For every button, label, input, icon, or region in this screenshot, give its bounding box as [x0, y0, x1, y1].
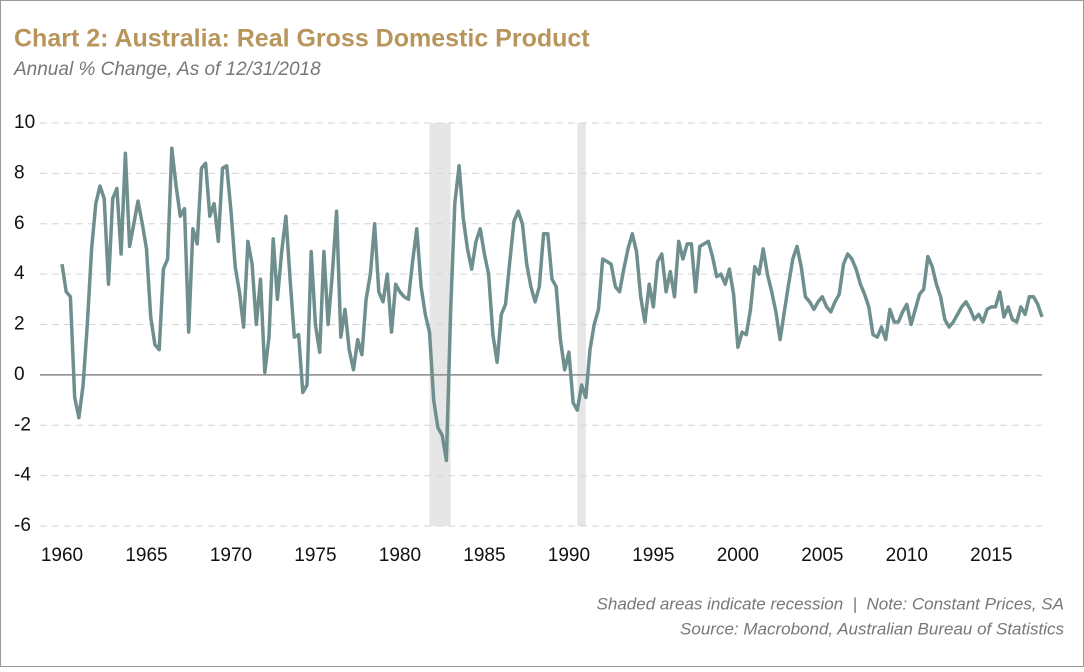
- y-tick-label: -2: [14, 414, 31, 435]
- y-tick-label: -6: [14, 515, 31, 536]
- source-note: Source: Macrobond, Australian Bureau of …: [680, 619, 1064, 638]
- x-tick-label: 1995: [632, 545, 674, 566]
- y-tick-label: 8: [14, 162, 25, 183]
- x-tick-label: 1965: [125, 545, 167, 566]
- x-tick-label: 1970: [210, 545, 252, 566]
- y-tick-label: 0: [14, 364, 25, 385]
- x-tick-label: 2000: [717, 545, 759, 566]
- x-tick-label: 1975: [294, 545, 336, 566]
- x-tick-label: 1960: [41, 545, 83, 566]
- x-tick-label: 2005: [801, 545, 843, 566]
- y-tick-label: 6: [14, 213, 25, 234]
- y-tick-label: 4: [14, 263, 25, 284]
- x-tick-label: 1985: [463, 545, 505, 566]
- gdp-line: [60, 146, 1044, 463]
- chart-subtitle: Annual % Change, As of 12/31/2018: [13, 59, 321, 80]
- y-tick-label: -4: [14, 465, 31, 486]
- note: Shaded areas indicate recession | Note: …: [597, 594, 1064, 613]
- y-tick-label: 2: [14, 314, 25, 335]
- x-tick-label: 2015: [970, 545, 1012, 566]
- chart-title: Chart 2: Australia: Real Gross Domestic …: [14, 25, 590, 53]
- x-tick-label: 1990: [548, 545, 590, 566]
- y-tick-label: 10: [14, 112, 35, 133]
- x-tick-label: 2010: [886, 545, 928, 566]
- x-tick-label: 1980: [379, 545, 421, 566]
